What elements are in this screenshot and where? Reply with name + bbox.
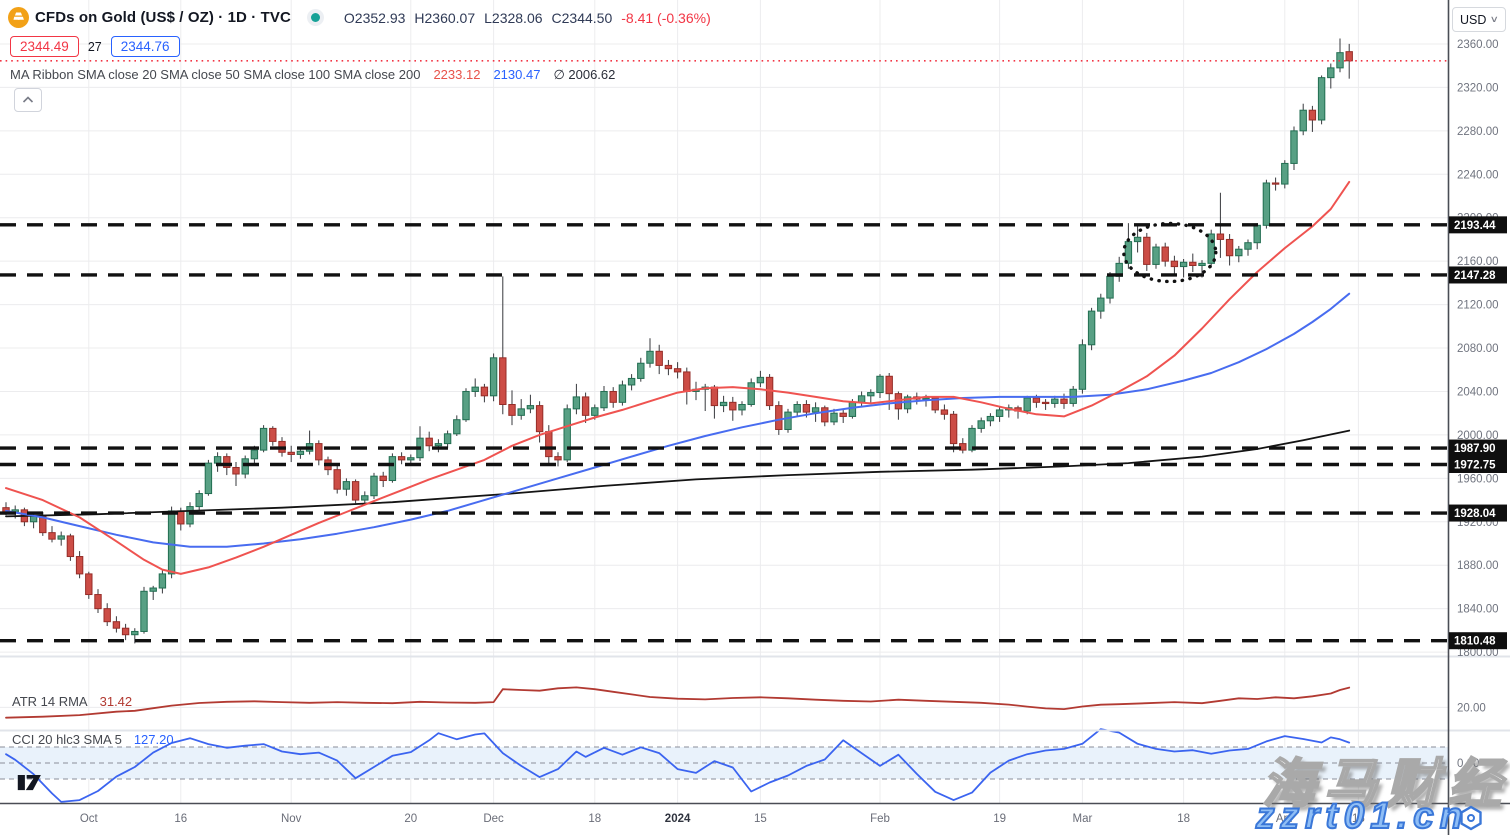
svg-text:2320.00: 2320.00: [1457, 82, 1499, 94]
change-value: -8.41 (-0.36%): [621, 9, 711, 26]
svg-text:1928.04: 1928.04: [1454, 508, 1496, 520]
svg-text:1880.00: 1880.00: [1457, 560, 1499, 572]
svg-text:2120.00: 2120.00: [1457, 300, 1499, 312]
svg-text:2024: 2024: [665, 813, 691, 825]
svg-text:2040.00: 2040.00: [1457, 386, 1499, 398]
svg-text:2360.00: 2360.00: [1457, 39, 1499, 51]
symbol-header: CFDs on Gold (US$ / OZ) · 1D · TVC O2352…: [8, 7, 711, 28]
svg-text:Nov: Nov: [281, 813, 302, 825]
chevron-down-icon: ∨: [1490, 14, 1500, 24]
buy-button[interactable]: 2344.76: [110, 36, 180, 57]
svg-text:2147.28: 2147.28: [1454, 270, 1496, 282]
atr-legend[interactable]: ATR 14 RMA 31.42: [12, 694, 132, 709]
svg-text:20: 20: [404, 813, 417, 825]
market-status[interactable]: [306, 9, 324, 26]
chevron-up-icon: [22, 96, 34, 103]
sma20-value: 2233.12: [433, 67, 481, 82]
cci-legend[interactable]: CCI 20 hlc3 SMA 5 127.20: [12, 732, 174, 747]
currency-selector[interactable]: USD ∨: [1452, 7, 1506, 32]
svg-text:1972.75: 1972.75: [1454, 459, 1496, 471]
gold-coin-icon[interactable]: [8, 7, 29, 28]
open-value: O2352.93: [343, 9, 406, 26]
svg-text:1960.00: 1960.00: [1457, 473, 1499, 485]
svg-text:18: 18: [1177, 813, 1190, 825]
svg-text:1800.00: 1800.00: [1457, 647, 1499, 659]
svg-text:Apr: Apr: [1276, 813, 1294, 825]
atr-value: 31.42: [99, 694, 133, 709]
atr-label: ATR 14 RMA: [12, 694, 88, 709]
tradingview-logo[interactable]: [16, 771, 48, 800]
svg-text:2160.00: 2160.00: [1457, 256, 1499, 268]
svg-text:2240.00: 2240.00: [1457, 169, 1499, 181]
svg-text:20.00: 20.00: [1457, 702, 1486, 714]
sell-button[interactable]: 2344.49: [10, 36, 79, 57]
svg-text:Feb: Feb: [870, 813, 890, 825]
svg-text:18: 18: [588, 813, 601, 825]
collapse-indicators-button[interactable]: [14, 88, 42, 112]
high-value: H2360.07: [414, 9, 476, 26]
svg-text:0.00: 0.00: [1457, 758, 1479, 770]
svg-text:2080.00: 2080.00: [1457, 343, 1499, 355]
svg-text:2000.00: 2000.00: [1457, 430, 1499, 442]
ohlc-values: O2352.93 H2360.07 L2328.06 C2344.50 -8.4…: [344, 10, 711, 26]
market-open-dot: [310, 13, 320, 22]
close-value: C2344.50: [551, 9, 613, 26]
svg-text:Dec: Dec: [483, 813, 504, 825]
ma-ribbon-label: MA Ribbon SMA close 20 SMA close 50 SMA …: [10, 67, 421, 82]
quote-row: 2344.49 27 2344.76: [10, 36, 180, 57]
svg-text:15: 15: [754, 813, 767, 825]
sma-avg-value: ∅ 2006.62: [553, 67, 616, 82]
spread-value: 27: [87, 39, 102, 54]
ma-ribbon-legend[interactable]: MA Ribbon SMA close 20 SMA close 50 SMA …: [10, 67, 615, 83]
svg-text:1840.00: 1840.00: [1457, 604, 1499, 616]
svg-text:15: 15: [1352, 813, 1365, 825]
watermark-brand: 海马财经: [1261, 754, 1510, 815]
sma50-value: 2130.47: [493, 67, 541, 82]
currency-label: USD: [1460, 12, 1487, 27]
cci-value: 127.20: [133, 732, 174, 747]
watermark-hexagon-icon: [1458, 805, 1484, 835]
svg-text:1987.90: 1987.90: [1454, 443, 1496, 455]
svg-text:19: 19: [993, 813, 1006, 825]
svg-text:2280.00: 2280.00: [1457, 126, 1499, 138]
svg-text:16: 16: [174, 813, 187, 825]
watermark-url: zzrt01.cn: [1255, 794, 1469, 835]
svg-text:Oct: Oct: [80, 813, 99, 825]
cci-label: CCI 20 hlc3 SMA 5: [12, 732, 122, 747]
symbol-title[interactable]: CFDs on Gold (US$ / OZ) · 1D · TVC: [35, 9, 291, 26]
low-value: L2328.06: [484, 9, 543, 26]
svg-text:2193.44: 2193.44: [1454, 220, 1496, 232]
svg-text:Mar: Mar: [1072, 813, 1092, 825]
svg-text:1810.48: 1810.48: [1454, 636, 1496, 648]
